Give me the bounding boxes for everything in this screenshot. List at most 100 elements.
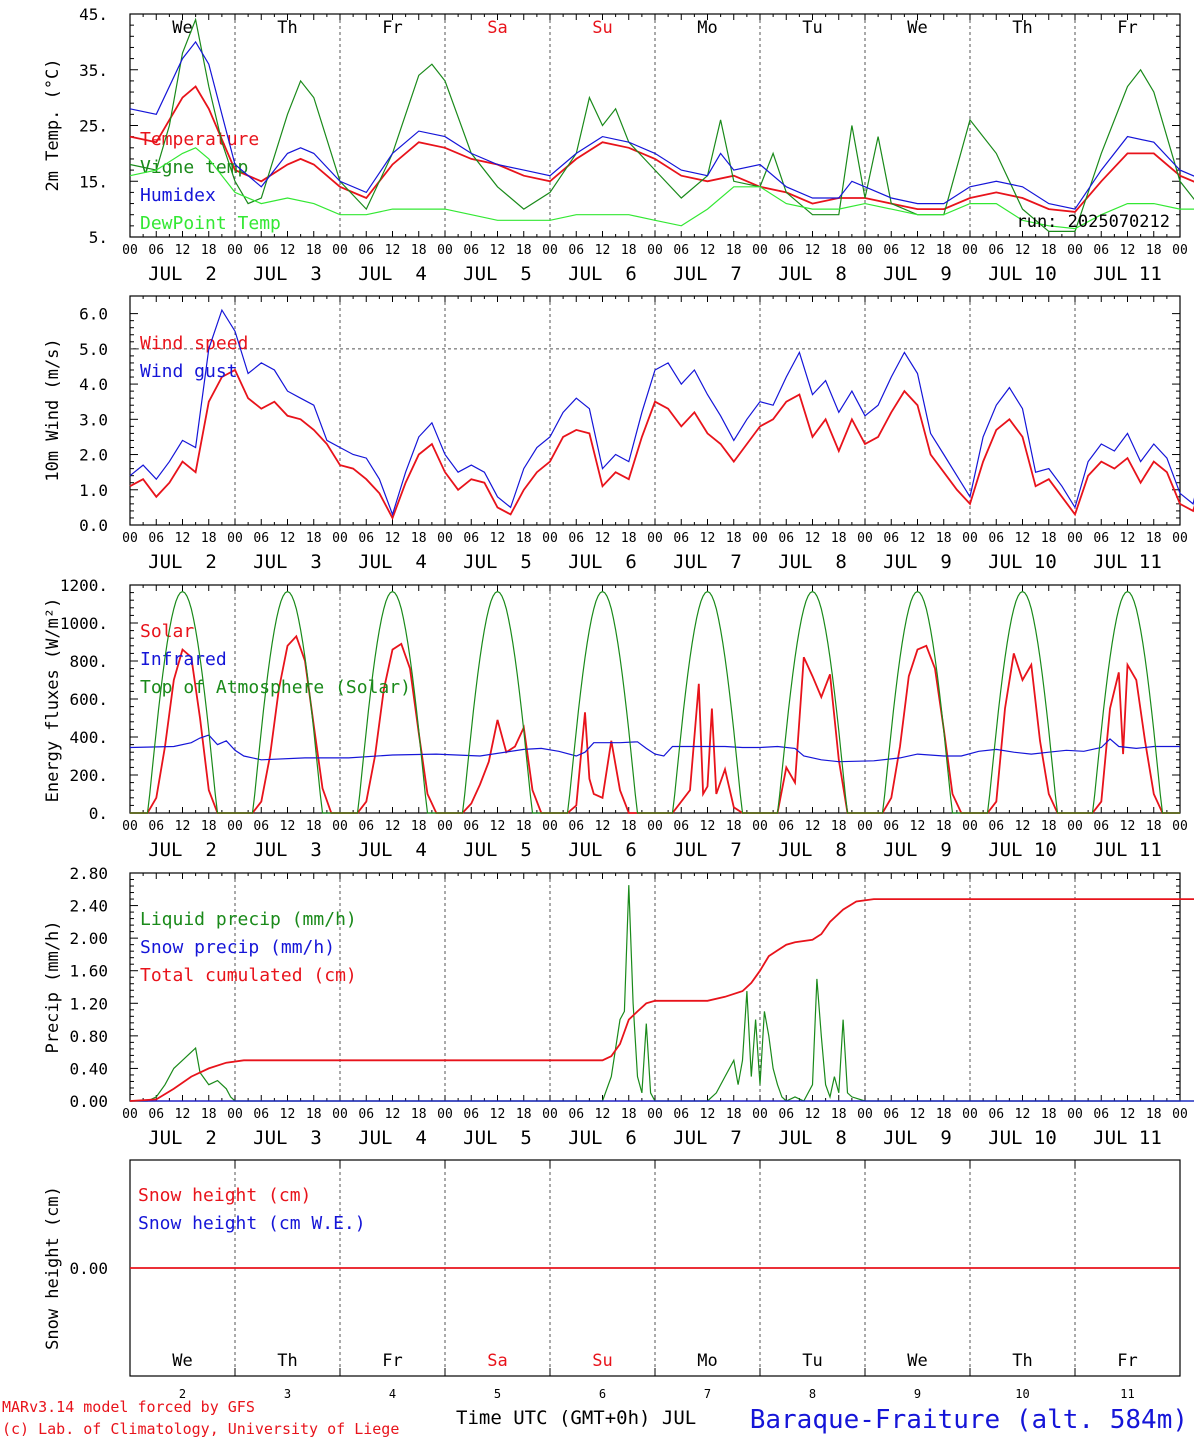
y-tick-label: 45.: [79, 5, 108, 24]
date-label: JUL 10: [988, 1127, 1057, 1149]
hour-label: 12: [1015, 243, 1031, 258]
weekday-label: We: [172, 18, 192, 38]
y-tick-label: 0.80: [69, 1027, 108, 1046]
hour-label: 00: [542, 243, 558, 258]
y-tick-label: 1.60: [69, 962, 108, 981]
hour-label: 18: [1041, 1107, 1057, 1122]
hour-label: 18: [306, 819, 322, 834]
weekday-label: Fr: [382, 1351, 402, 1371]
hour-label: 06: [358, 243, 374, 258]
hour-label: 18: [831, 1107, 847, 1122]
hour-label: 18: [1146, 243, 1162, 258]
hour-label: 18: [516, 531, 532, 546]
hour-label: 18: [621, 243, 637, 258]
hour-label: 00: [227, 1107, 243, 1122]
hour-label: 00: [857, 243, 873, 258]
hour-label: 18: [621, 819, 637, 834]
hour-label: 06: [778, 819, 794, 834]
hour-label: 12: [595, 243, 611, 258]
hour-label: 12: [910, 531, 926, 546]
hour-label: 06: [568, 243, 584, 258]
y-axis-label: Energy fluxes (W/m²): [43, 598, 63, 803]
hour-label: 12: [595, 1107, 611, 1122]
hour-label: 06: [988, 1107, 1004, 1122]
hour-label: 06: [778, 243, 794, 258]
hour-label: 18: [411, 531, 427, 546]
hour-label: 00: [332, 819, 348, 834]
hour-label: 00: [752, 819, 768, 834]
y-tick-label: 400.: [69, 728, 108, 747]
series-line-2: [129, 17, 1194, 232]
hour-label: 06: [988, 819, 1004, 834]
hour-label: 06: [883, 819, 899, 834]
day-number: 8: [809, 1387, 816, 1401]
hour-label: 12: [910, 1107, 926, 1122]
hour-label: 18: [1146, 531, 1162, 546]
weekday-label: We: [907, 18, 927, 38]
credit-line2: (c) Lab. of Climatology, University of L…: [2, 1420, 399, 1438]
hour-label: 12: [385, 1107, 401, 1122]
hour-label: 06: [1093, 1107, 1109, 1122]
hour-label: 00: [1172, 819, 1188, 834]
hour-label: 06: [778, 531, 794, 546]
legend-entry: Snow height (cm W.E.): [138, 1213, 366, 1234]
date-label: JUL 7: [673, 1127, 742, 1149]
weekday-label: Fr: [1117, 1351, 1137, 1371]
hour-label: 06: [253, 531, 269, 546]
hour-label: 18: [936, 243, 952, 258]
series-line-1: [130, 885, 1194, 1102]
plot-frame: [129, 13, 1181, 238]
hour-label: 06: [148, 1107, 164, 1122]
y-tick-label: 6.0: [79, 305, 108, 324]
hour-label: 12: [1120, 243, 1136, 258]
series-line-3: [129, 898, 1194, 1102]
date-label: JUL 6: [568, 551, 637, 573]
hour-label: 18: [621, 531, 637, 546]
date-label: JUL 5: [463, 1127, 532, 1149]
date-label: JUL 2: [148, 839, 217, 861]
date-label: JUL 6: [568, 1127, 637, 1149]
hour-label: 12: [490, 1107, 506, 1122]
panel-2: 0.0 1.0 2.0 3.0 4.0 5.0 6.0 10m Wind (m/s) Wind …: [43, 295, 1194, 573]
hour-label: 06: [358, 1107, 374, 1122]
date-label: JUL 6: [568, 839, 637, 861]
legend-entry: Humidex: [140, 185, 216, 206]
hour-label: 00: [437, 1107, 453, 1122]
hour-label: 06: [253, 1107, 269, 1122]
date-label: JUL 3: [253, 551, 322, 573]
weekday-label: Mo: [697, 1351, 717, 1371]
y-tick-label: 800.: [69, 652, 108, 671]
hour-label: 00: [647, 243, 663, 258]
hour-label: 18: [1146, 819, 1162, 834]
hour-label: 00: [122, 243, 138, 258]
y-tick-label: 5.0: [79, 340, 108, 359]
legend-entry: Snow height (cm): [138, 1185, 311, 1206]
day-number: 6: [599, 1387, 606, 1401]
date-label: JUL 2: [148, 551, 217, 573]
hour-label: 12: [385, 243, 401, 258]
series-line-2: [129, 308, 1194, 517]
hour-label: 00: [227, 243, 243, 258]
legend-entry: Top of Atmosphere (Solar): [140, 677, 411, 698]
date-label: JUL 9: [883, 551, 952, 573]
hour-label: 06: [778, 1107, 794, 1122]
y-tick-label: 0.00: [69, 1259, 108, 1278]
y-tick-label: 2.00: [69, 929, 108, 948]
date-label: JUL 11: [1093, 263, 1162, 285]
hour-label: 12: [1120, 1107, 1136, 1122]
date-label: JUL 11: [1093, 1127, 1162, 1149]
date-label: JUL 10: [988, 839, 1057, 861]
hour-label: 06: [148, 531, 164, 546]
date-label: JUL 10: [988, 263, 1057, 285]
legend-entry: Wind speed: [140, 333, 248, 354]
hour-label: 00: [437, 243, 453, 258]
time-axis-label: Time UTC (GMT+0h) JUL: [456, 1407, 696, 1429]
legend-entry: Total cumulated (cm): [140, 965, 357, 986]
hour-label: 06: [463, 819, 479, 834]
hour-label: 00: [647, 819, 663, 834]
legend-entry: Liquid precip (mm/h): [140, 909, 357, 930]
hour-label: 06: [1093, 243, 1109, 258]
y-tick-label: 0.: [89, 804, 108, 823]
hour-label: 18: [411, 1107, 427, 1122]
hour-label: 06: [883, 531, 899, 546]
